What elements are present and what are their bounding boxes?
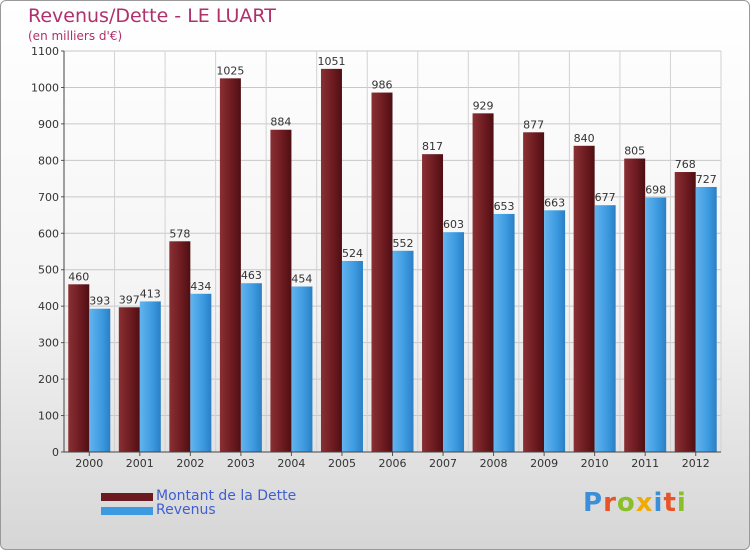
x-tick-label: 2000 [75,457,103,470]
x-tick-label: 2003 [227,457,255,470]
data-label-debt: 768 [675,158,696,171]
x-tick-label: 2010 [581,457,609,470]
legend-swatch-revenue [101,507,153,515]
bar-debt [270,129,292,452]
x-tick-label: 2005 [328,457,356,470]
logo-letter: t [663,488,677,518]
bar-revenue [544,210,566,452]
bar-revenue [645,197,667,452]
bar-revenue [392,250,414,452]
y-tick-label: 200 [38,373,59,386]
data-label-revenue: 698 [645,184,666,197]
logo-letter: i [676,488,687,518]
logo-letter: r [603,488,617,518]
data-label-revenue: 663 [544,196,565,209]
bar-debt [68,284,90,452]
logo-letter: P [583,488,604,518]
bar-revenue [493,213,515,452]
data-label-debt: 929 [473,99,494,112]
y-tick-label: 0 [52,446,59,459]
data-label-revenue: 727 [696,173,717,186]
data-label-debt: 397 [119,293,140,306]
data-label-debt: 460 [68,270,89,283]
y-tick-label: 800 [38,154,59,167]
bar-revenue [443,232,465,452]
bar-debt [573,145,595,453]
data-label-debt: 840 [574,132,595,145]
x-tick-label: 2001 [126,457,154,470]
bar-debt [320,68,342,452]
bar-debt [624,158,646,453]
bar-revenue [139,301,161,452]
data-label-debt: 578 [169,227,190,240]
proxiti-logo: Proxiti [583,488,687,518]
x-tick-label: 2008 [480,457,508,470]
data-label-revenue: 524 [342,247,363,260]
bar-revenue [341,260,363,452]
legend-swatch-debt [101,493,153,501]
data-label-debt: 817 [422,140,443,153]
x-tick-label: 2004 [277,457,305,470]
y-tick-label: 1100 [31,45,59,58]
logo-letter: x [635,488,654,518]
y-tick-label: 400 [38,300,59,313]
logo-letter: i [653,488,664,518]
bar-debt [169,241,191,452]
x-tick-label: 2006 [379,457,407,470]
data-label-revenue: 454 [291,272,312,285]
data-label-debt: 986 [372,79,393,92]
data-label-revenue: 463 [241,269,262,282]
logo-letter: o [616,488,636,518]
y-tick-label: 100 [38,410,59,423]
bar-debt [118,307,140,452]
data-label-debt: 805 [624,145,645,158]
y-tick-label: 900 [38,118,59,131]
bar-debt [219,78,241,452]
data-label-revenue: 677 [595,191,616,204]
y-tick-label: 300 [38,337,59,350]
bar-revenue [190,293,212,452]
data-label-debt: 884 [270,116,291,129]
bar-debt [371,92,393,453]
data-label-revenue: 413 [140,287,161,300]
bar-debt [674,172,696,452]
bar-revenue [240,283,262,452]
x-tick-label: 2009 [530,457,558,470]
data-label-revenue: 552 [393,237,414,250]
bar-debt [523,132,545,452]
y-tick-label: 500 [38,264,59,277]
bar-debt [422,154,444,452]
data-label-revenue: 393 [89,295,110,308]
data-label-revenue: 653 [494,200,515,213]
chart-title: Revenus/Dette - LE LUART [28,5,276,27]
x-tick-label: 2012 [682,457,710,470]
data-label-revenue: 603 [443,218,464,231]
x-tick-label: 2011 [631,457,659,470]
data-label-revenue: 434 [190,280,211,293]
bar-revenue [594,205,616,452]
bar-revenue [695,186,717,452]
bar-revenue [89,308,111,452]
data-label-debt: 1025 [216,64,244,77]
legend-label-revenue: Revenus [156,502,216,518]
y-tick-label: 1000 [31,81,59,94]
bar-revenue [291,286,313,452]
x-tick-label: 2002 [176,457,204,470]
bar-debt [472,113,494,452]
y-tick-label: 700 [38,191,59,204]
y-tick-label: 600 [38,227,59,240]
legend-label-debt: Montant de la Dette [156,488,297,504]
data-label-debt: 1051 [317,55,345,68]
data-label-debt: 877 [523,118,544,131]
chart-subtitle: (en milliers d'€) [28,29,123,43]
x-tick-label: 2007 [429,457,457,470]
